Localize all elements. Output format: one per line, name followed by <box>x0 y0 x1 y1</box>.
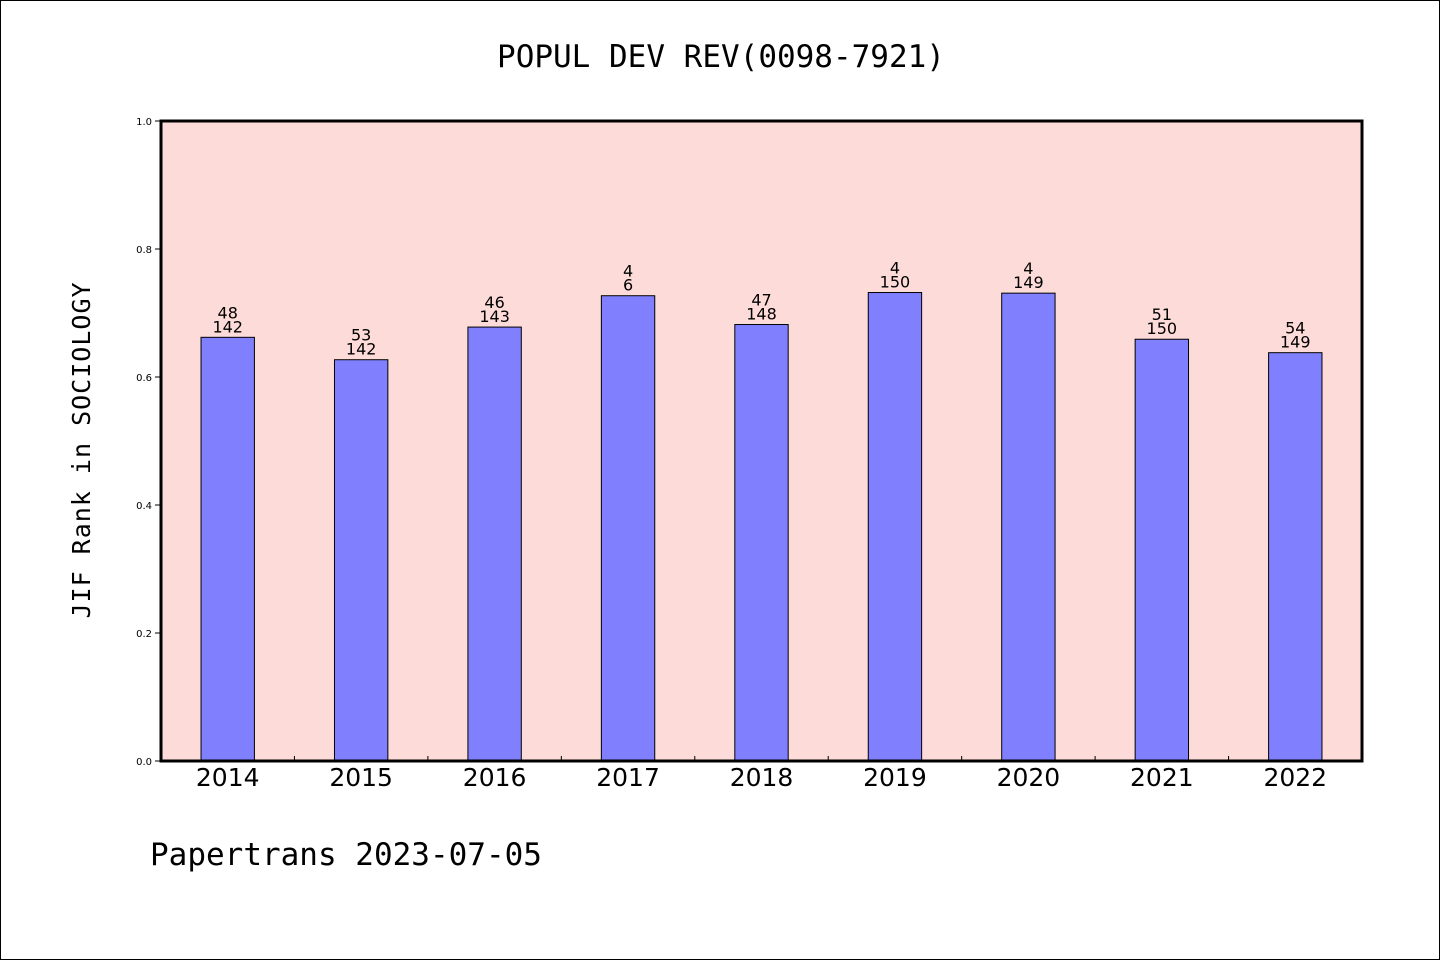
y-tick-label: 0.4 <box>136 501 152 512</box>
x-tick-label: 2020 <box>997 763 1061 792</box>
bar-total-label: 142 <box>212 317 243 336</box>
bar-2014 <box>200 336 255 762</box>
x-tick-label: 2018 <box>730 763 794 792</box>
bar-rank-label: 46 <box>484 293 504 312</box>
x-axis-ticks: 2014 2015 2016 2017 2018 2019 2020 2021 2022 <box>196 756 1327 792</box>
bar-rank-label: 4 <box>623 262 633 281</box>
x-tick-label: 2021 <box>1130 763 1194 792</box>
bar-total-label: 6 <box>623 276 633 295</box>
bar-total-label: 149 <box>1280 333 1311 352</box>
bar-rank-label: 4 <box>890 259 900 278</box>
bars-group <box>200 292 1323 762</box>
x-tick-label: 2017 <box>596 763 660 792</box>
bar-2022 <box>1268 352 1323 762</box>
bar-rank-label: 51 <box>1152 305 1172 324</box>
y-tick-label: 1.0 <box>136 117 152 128</box>
y-axis-label: JIF Rank in SOCIOLOGY <box>67 281 96 618</box>
bar-total-label: 142 <box>346 340 377 359</box>
bar-total-label: 143 <box>479 307 510 326</box>
bar-rank-label: 53 <box>351 326 371 345</box>
bar-total-label: 150 <box>880 273 911 292</box>
y-tick-label: 0.6 <box>136 373 152 384</box>
bar-rank-label: 4 <box>1023 259 1033 278</box>
plot-frame <box>159 119 1364 763</box>
bar-2016 <box>467 326 522 762</box>
chart-title: POPUL DEV REV(0098-7921) <box>497 39 945 75</box>
bar-2021 <box>1134 338 1190 762</box>
bar-total-label: 149 <box>1013 273 1044 292</box>
x-tick-label: 2014 <box>196 763 260 792</box>
bar-rank-label: 48 <box>218 303 238 322</box>
bar-rank-label: 47 <box>751 291 771 310</box>
x-tick-label: 2016 <box>463 763 527 792</box>
bar-total-label: 148 <box>746 305 777 324</box>
bar-2020 <box>1001 292 1056 762</box>
x-tick-label: 2019 <box>863 763 927 792</box>
y-tick-label: 0.0 <box>136 757 152 768</box>
bar-2019 <box>867 292 923 762</box>
bar-2017 <box>600 295 656 762</box>
footer-credit: Papertrans 2023-07-05 <box>150 837 542 873</box>
bar-rank-label: 54 <box>1285 319 1305 338</box>
x-tick-label: 2015 <box>329 763 393 792</box>
y-axis-ticks: 0.0 0.2 0.4 0.6 0.8 1.0 <box>136 117 161 768</box>
y-tick-label: 0.2 <box>136 629 152 640</box>
bar-total-label: 150 <box>1147 319 1178 338</box>
bar-2015 <box>333 359 389 762</box>
y-tick-label: 0.8 <box>136 245 152 256</box>
bar-2018 <box>734 324 789 762</box>
x-tick-label: 2022 <box>1263 763 1327 792</box>
